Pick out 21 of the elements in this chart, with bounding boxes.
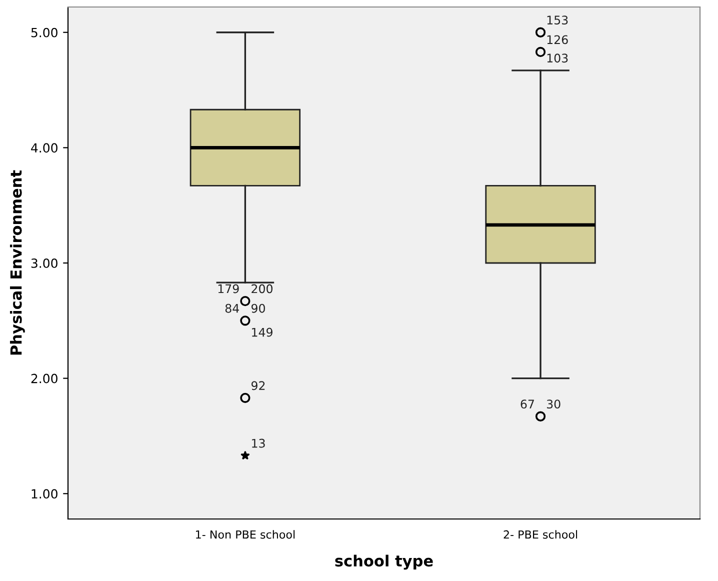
y-tick-label: 2.00 <box>31 374 58 384</box>
annotation: 13 <box>252 438 265 448</box>
y-tick-label: 5.00 <box>31 28 58 38</box>
x-tick-label: 2- PBE school <box>504 530 578 539</box>
annotation: 200 <box>252 284 272 294</box>
annotation: 126 <box>547 35 568 44</box>
y-tick-label: 4.00 <box>31 143 58 153</box>
annotation: 30 <box>546 400 560 409</box>
y-axis-title: Physical Environment <box>10 170 25 355</box>
annotation: 149 <box>252 328 272 337</box>
annotation: 67 <box>520 400 534 409</box>
annotation: 153 <box>547 16 568 25</box>
annotation: 90 <box>251 304 265 313</box>
y-tick-label: 1.00 <box>32 489 58 499</box>
annotation: 84 <box>225 304 239 313</box>
y-tick-label: 3.00 <box>31 258 58 268</box>
annotation: 92 <box>251 381 265 390</box>
x-axis-title: school type <box>335 554 433 570</box>
annotation: 103 <box>547 54 568 63</box>
annotation: 179 <box>218 284 239 294</box>
x-tick-label: 1- Non PBE school <box>196 530 295 539</box>
